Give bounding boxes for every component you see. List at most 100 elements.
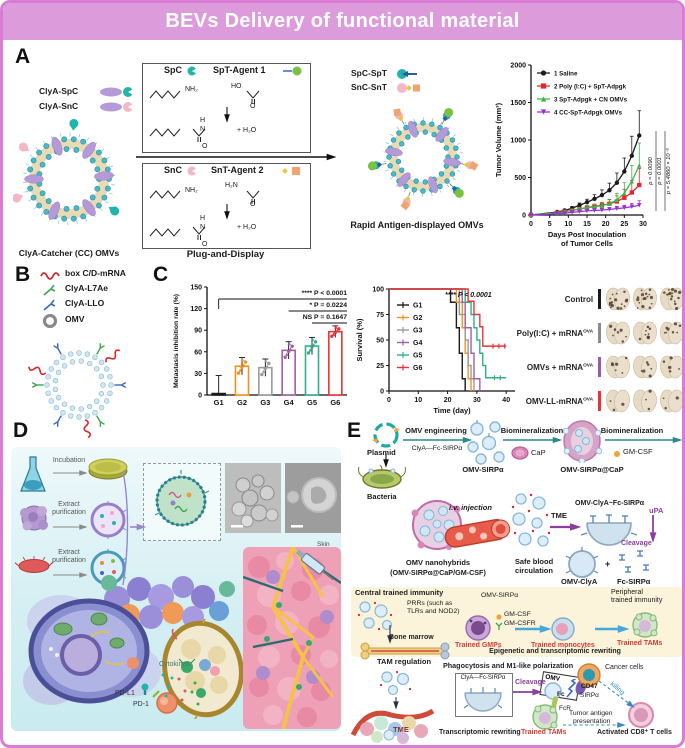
gmcsfr-icon: [495, 622, 503, 630]
panel-d-letter: D: [13, 419, 29, 442]
cd8-tcell-icon: [628, 702, 654, 728]
pd1-label: PD-1: [133, 701, 149, 708]
svg-text:60: 60: [194, 349, 202, 356]
iv-injection-label: i.v. injection: [449, 503, 492, 512]
em-image-1: [225, 463, 281, 533]
tumor-volume-chart: 0 500 1000 1500 2000 0 5 10 15 20 25 30 Tumor Volume…: [491, 51, 682, 269]
plasmid-label: Plasmid: [367, 448, 396, 457]
panel-a-letter: A: [15, 45, 31, 68]
biomineralization-label-1: Biomineralization: [500, 426, 564, 435]
biomineralization-label-2: Biomineralization: [600, 426, 664, 435]
lung-row: Control: [501, 282, 682, 316]
prrs-label-1: PRRs (such as: [407, 600, 453, 607]
svg-text:G3: G3: [260, 398, 270, 407]
central-trained-immunity-title: Central trained immunity: [355, 588, 444, 597]
svg-text:G6: G6: [330, 398, 340, 407]
gmcsf-label-row3: GM-CSF: [504, 611, 531, 618]
lung-photos: [605, 353, 682, 381]
plasmid-icon: [372, 422, 400, 448]
cc-omv-caption: ClyA-Catcher (CC) OMVs: [18, 248, 120, 258]
omv-clya-complex-icon: [580, 514, 637, 546]
lung-row-label: OMV-LL-mRNAOVA: [525, 396, 594, 406]
macrophage-cell-illustration: [23, 595, 161, 705]
tumor-cluster-illustration: [98, 575, 235, 630]
pd1-pdl1-binding-icon: [141, 683, 178, 714]
snc-pacman-icon: [187, 166, 198, 176]
cap-icon: [511, 446, 529, 460]
water-2: + H₂O: [237, 224, 257, 231]
trained-monocytes-label: Trained monocytes: [531, 642, 595, 649]
amide-h-1: H: [200, 117, 206, 124]
carbonyl-o-2: O: [250, 201, 256, 208]
em-image-2: [285, 463, 341, 533]
group-color-bar: [598, 357, 601, 377]
svg-text:20: 20: [602, 221, 610, 228]
cc-omv-diagram: [13, 111, 125, 247]
tme-label-row2: TME: [551, 511, 567, 520]
spt-agent1-label: SpT-Agent 1: [213, 65, 266, 75]
svg-text:30: 30: [473, 397, 481, 404]
svg-text:10: 10: [564, 221, 572, 228]
tumor-antigen-label-1: Tumor antigen: [569, 710, 613, 717]
h2n-label: H₂N: [225, 182, 238, 189]
spc-spt-label: SpC-SpT: [351, 68, 387, 78]
svg-text:20: 20: [444, 397, 452, 404]
plug-and-display-caption: Plug-and-Display: [186, 249, 265, 260]
plus-sign: +: [605, 559, 611, 569]
fc-label: Fc: [557, 691, 565, 698]
svg-text:100: 100: [372, 287, 384, 294]
l7ae-label: ClyA-L7Ae: [65, 283, 108, 293]
svg-text:25: 25: [620, 221, 628, 228]
omv-sirpa-cap-icon: [562, 420, 603, 463]
snc-snt-label: SnC-SnT: [351, 82, 387, 92]
svg-text:G6: G6: [413, 365, 422, 372]
svg-text:Days Post Inoculation: Days Post Inoculation: [548, 230, 627, 239]
omv-clya-label: OMV-ClyA: [561, 577, 598, 586]
antigen-omv-diagram: [355, 95, 491, 219]
svg-text:0: 0: [198, 393, 202, 400]
gmcsfr-label: GM-CSFR: [504, 620, 536, 627]
spc-pacman-icon: [187, 66, 198, 76]
fcr-label: FcR: [559, 705, 571, 712]
panel-e-letter: E: [347, 419, 362, 442]
lung-row: OMVs + mRNAOVA: [501, 350, 682, 384]
svg-text:3 SpT-Adpgk + CN OMVs: 3 SpT-Adpgk + CN OMVs: [554, 97, 628, 104]
svg-text:500: 500: [514, 175, 526, 182]
cleavage-label-row2: Cleavage: [621, 540, 652, 547]
fc-sirpa-fragments-icon: [619, 550, 649, 573]
svg-text:50: 50: [376, 338, 384, 345]
trained-tam-row4-icon: [532, 704, 558, 730]
mrna-label: box C/D-mRNA: [65, 268, 126, 278]
lung-row-label: OMVs + mRNAOVA: [526, 362, 594, 372]
svg-text:* P = 0.0224: * P = 0.0224: [310, 302, 348, 309]
amide-h-2: H: [200, 215, 206, 222]
trained-tams-row3-label: Trained TAMs: [617, 640, 663, 647]
svg-text:1 Saline: 1 Saline: [554, 71, 578, 78]
svg-text:G4: G4: [284, 398, 295, 407]
lung-image-panel: Control Poly(I:C) + mRNAOVA OMVs + mRNAO…: [501, 282, 682, 422]
omv-ring-icon: [42, 314, 58, 328]
syringe-icon: [295, 549, 334, 581]
trained-tams-row4-label: Trained TAMs: [521, 729, 567, 736]
sirpa-label: SIRPα: [580, 692, 599, 699]
snt-agent2-icon: [282, 167, 300, 175]
omv-scatter-row4-icon: [379, 670, 412, 696]
llo-label: ClyA-LLO: [65, 298, 105, 308]
group-color-bar: [598, 323, 601, 343]
trained-gmp-cell-icon: [465, 615, 491, 641]
tam-regulation-title: TAM regulation: [377, 657, 432, 666]
svg-text:**** P < 0.0001: **** P < 0.0001: [302, 290, 348, 297]
carbonyl-o-1: O: [250, 103, 256, 110]
svg-text:10: 10: [414, 397, 422, 404]
svg-text:2 Poly (I:C) + SpT-Adpgk: 2 Poly (I:C) + SpT-Adpgk: [554, 84, 627, 91]
spc-spt-icon: [397, 69, 417, 79]
svg-text:4 CC-SpT-Adpgk OMVs: 4 CC-SpT-Adpgk OMVs: [554, 110, 623, 117]
svg-text:0: 0: [387, 397, 391, 404]
svg-text:5: 5: [548, 221, 552, 228]
skin-label: Skin: [317, 541, 330, 548]
svg-text:Survival (%): Survival (%): [355, 318, 364, 361]
panel-b-letter: B: [15, 263, 31, 286]
survival-chart: 0 25 50 75 100 0 10 20 30 40 Survival (%) Time (day…: [353, 277, 527, 423]
gmcsf-label-row1: GM-CSF: [623, 447, 653, 456]
svg-text:**** P < 0.0001: **** P < 0.0001: [445, 292, 492, 299]
